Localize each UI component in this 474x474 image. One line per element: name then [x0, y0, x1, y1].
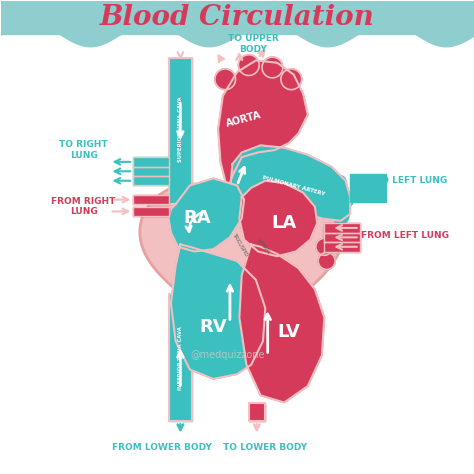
- Text: INFERIOR VENA CAVA: INFERIOR VENA CAVA: [178, 326, 183, 390]
- Polygon shape: [133, 157, 169, 166]
- Polygon shape: [324, 223, 360, 233]
- Polygon shape: [324, 242, 360, 252]
- Circle shape: [323, 224, 340, 241]
- Polygon shape: [140, 184, 344, 359]
- Polygon shape: [249, 402, 265, 421]
- Text: FROM RIGHT
LUNG: FROM RIGHT LUNG: [52, 197, 116, 217]
- Text: TO UPPER
BODY: TO UPPER BODY: [228, 34, 279, 54]
- Polygon shape: [133, 176, 169, 185]
- Polygon shape: [239, 181, 317, 256]
- Polygon shape: [169, 294, 192, 421]
- Polygon shape: [133, 207, 169, 216]
- Polygon shape: [324, 233, 360, 242]
- Polygon shape: [230, 146, 350, 221]
- Polygon shape: [169, 178, 244, 252]
- Text: @medquizzone: @medquizzone: [191, 350, 265, 360]
- Circle shape: [318, 253, 335, 269]
- Text: Blood Circulation: Blood Circulation: [100, 4, 374, 31]
- Polygon shape: [218, 60, 308, 190]
- Circle shape: [316, 238, 333, 255]
- Text: TO LEFT LUNG: TO LEFT LUNG: [375, 176, 448, 185]
- Text: SUPERIOR VENA CAVA: SUPERIOR VENA CAVA: [178, 96, 183, 162]
- Polygon shape: [239, 245, 324, 402]
- Text: AORTA: AORTA: [225, 110, 263, 129]
- Polygon shape: [171, 245, 265, 379]
- Text: FROM LOWER BODY: FROM LOWER BODY: [111, 443, 211, 452]
- Polygon shape: [350, 173, 386, 183]
- Text: TO RIGHT
LUNG: TO RIGHT LUNG: [59, 140, 108, 160]
- Polygon shape: [133, 195, 169, 204]
- Text: TO LOWER BODY: TO LOWER BODY: [223, 443, 307, 452]
- Text: LA: LA: [272, 214, 297, 232]
- Circle shape: [238, 55, 259, 75]
- Circle shape: [262, 57, 283, 78]
- Text: MITRAL: MITRAL: [255, 238, 271, 255]
- Circle shape: [330, 175, 346, 191]
- Polygon shape: [350, 192, 386, 202]
- Text: RV: RV: [200, 318, 227, 336]
- Text: RA: RA: [183, 210, 211, 228]
- Text: TRICUSPID: TRICUSPID: [231, 232, 248, 257]
- Circle shape: [333, 208, 349, 224]
- Text: PULMONARY ARTERY: PULMONARY ARTERY: [262, 175, 326, 196]
- Polygon shape: [169, 58, 192, 204]
- Circle shape: [215, 69, 236, 90]
- Polygon shape: [350, 183, 386, 192]
- Text: LV: LV: [278, 323, 301, 341]
- Polygon shape: [133, 166, 169, 176]
- Text: FROM LEFT LUNG: FROM LEFT LUNG: [361, 230, 448, 239]
- Circle shape: [281, 69, 301, 90]
- Circle shape: [337, 191, 354, 208]
